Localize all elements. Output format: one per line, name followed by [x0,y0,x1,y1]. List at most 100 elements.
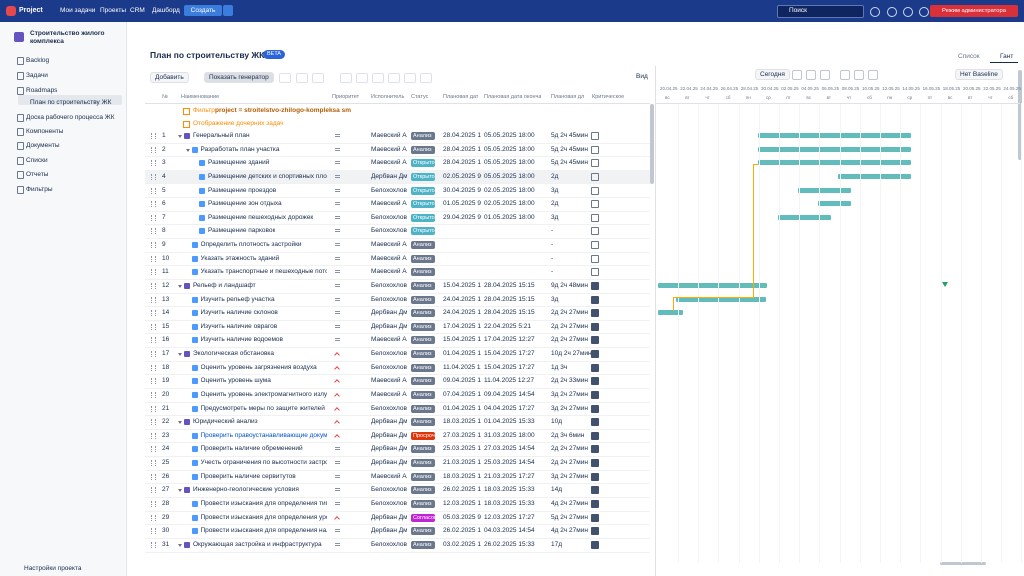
view-list[interactable]: Список [958,53,980,60]
task-name[interactable]: Разработать план участка [200,145,280,153]
task-name[interactable]: Размещение пешеходных дорожек [208,213,314,221]
task-name[interactable]: Размещение проездов [208,186,277,194]
task-name[interactable]: Указать транспортные и пешеходные потоки [200,268,328,276]
task-name[interactable]: Размещение парковок [208,227,276,235]
critical-checkbox[interactable] [591,159,599,168]
task-name[interactable]: Генеральный план [193,132,250,139]
toolbar-icon[interactable] [356,73,368,83]
toolbar-icon[interactable] [340,73,352,83]
critical-checkbox[interactable] [591,172,599,181]
task-name[interactable]: Оценить уровень электромагнитного излуче… [200,390,328,398]
expand-caret[interactable] [178,489,182,493]
critical-checkbox[interactable] [591,200,599,209]
toolbar-icon[interactable] [420,73,432,83]
critical-checkbox[interactable] [591,350,599,359]
view-gantt[interactable]: Гант [1000,53,1014,60]
critical-checkbox[interactable] [591,390,599,399]
nav-link[interactable]: Дашборд [152,7,180,14]
critical-checkbox[interactable] [591,527,599,536]
critical-checkbox[interactable] [591,322,599,331]
task-name[interactable]: Окружающая застройка и инфраструктура [193,540,322,548]
gantt-zoom-in[interactable] [792,70,802,80]
critical-checkbox[interactable] [591,540,599,549]
expand-caret[interactable] [185,148,190,152]
toolbar-icon[interactable] [279,73,291,83]
task-name[interactable]: Юридический анализ [193,418,258,426]
critical-checkbox[interactable] [591,213,599,222]
brand[interactable]: Project [19,7,43,14]
critical-checkbox[interactable] [591,281,599,290]
task-name[interactable]: Изучить рельеф участка [200,295,275,303]
sidebar-item[interactable]: План по строительству ЖК [30,99,112,106]
search-text[interactable]: Поиск [789,7,808,14]
gantt-unlink[interactable] [854,70,864,80]
task-name[interactable]: Провести изыскания для определения уровн… [200,513,328,521]
critical-checkbox[interactable] [591,445,599,454]
critical-checkbox[interactable] [591,309,599,318]
admin-button[interactable]: Режим администратора [930,5,1018,17]
nav-icon[interactable] [870,7,880,17]
toolbar-icon[interactable] [404,73,416,83]
task-name[interactable]: Оценить уровень шума [200,377,271,385]
sidebar-item[interactable]: Компоненты [26,128,64,135]
sidebar-item[interactable]: Доска рабочего процесса ЖК [26,114,115,121]
nav-icon[interactable] [903,7,913,17]
critical-checkbox[interactable] [591,500,599,508]
sidebar-item[interactable]: Фильтры [26,186,53,193]
critical-checkbox[interactable] [591,254,599,263]
task-name[interactable]: Изучить наличие склонов [200,309,278,317]
sidebar-item[interactable]: Roadmaps [26,87,58,94]
gantt-baseline[interactable]: Нет Baseline [955,69,1003,80]
critical-checkbox[interactable] [591,241,599,250]
task-name[interactable]: Изучить наличие водоемов [200,336,284,344]
critical-checkbox[interactable] [591,145,599,154]
sidebar-item[interactable]: Backlog [26,57,50,64]
task-name[interactable]: Определить плотность застройки [200,241,302,249]
critical-checkbox[interactable] [591,418,599,427]
task-name[interactable]: Рельеф и ландшафт [193,281,256,289]
toolbar-icon[interactable] [372,73,384,83]
generator-button[interactable]: Показать генератор [204,72,274,83]
expand-caret[interactable] [178,421,182,425]
task-name[interactable]: Учесть ограничения по высотности застрой… [200,459,328,467]
gantt-settings[interactable] [868,70,878,80]
task-name[interactable]: Проверить наличие обременений [200,445,303,453]
task-name[interactable]: Предусмотреть меры по защите жителей от … [200,404,328,412]
task-name[interactable]: Размещение зданий [208,159,270,167]
sidebar-settings[interactable]: Настройки проекта [24,565,82,572]
critical-checkbox[interactable] [591,295,599,304]
add-button[interactable]: Добавить [150,72,189,83]
sidebar-item[interactable]: Документы [26,142,60,149]
task-name[interactable]: Провести изыскания для определения типа … [200,500,328,507]
expand-caret[interactable] [178,353,182,357]
gantt-fit[interactable] [820,70,830,80]
toolbar-icon[interactable] [388,73,400,83]
task-name[interactable]: Экологическая обстановка [193,350,275,358]
sidebar-item[interactable]: Отчеты [26,171,49,178]
critical-checkbox[interactable] [591,132,599,140]
view-button[interactable]: Вид [636,73,648,80]
critical-checkbox[interactable] [591,459,599,468]
nav-icon[interactable] [919,7,929,17]
task-name[interactable]: Размещение детских и спортивных площадок [208,172,327,180]
critical-checkbox[interactable] [591,472,599,481]
expand-caret[interactable] [178,284,182,288]
task-name[interactable]: Оценить уровень загрязнения воздуха [200,363,317,371]
task-name[interactable]: Размещение зон отдыха [208,200,282,208]
task-name[interactable]: Инженерно-геологические условия [193,486,299,494]
toolbar-icon[interactable] [296,73,308,83]
critical-checkbox[interactable] [591,404,599,413]
critical-checkbox[interactable] [591,336,599,345]
toolbar-icon[interactable] [312,73,324,83]
task-name[interactable]: Проверить наличие сервитутов [200,472,296,480]
nav-link[interactable]: CRM [130,7,145,14]
critical-checkbox[interactable] [591,186,599,195]
task-name[interactable]: Провести изыскания для определения налич… [200,527,328,535]
nav-link[interactable]: Мои задачи [60,7,96,14]
nav-link[interactable]: Проекты [100,7,127,14]
expand-caret[interactable] [178,543,182,547]
task-name[interactable]: Проверить правоустанавливающие документы [200,431,328,439]
critical-checkbox[interactable] [591,377,599,386]
sidebar-item[interactable]: Списки [26,157,48,164]
nav-icon[interactable] [887,7,897,17]
